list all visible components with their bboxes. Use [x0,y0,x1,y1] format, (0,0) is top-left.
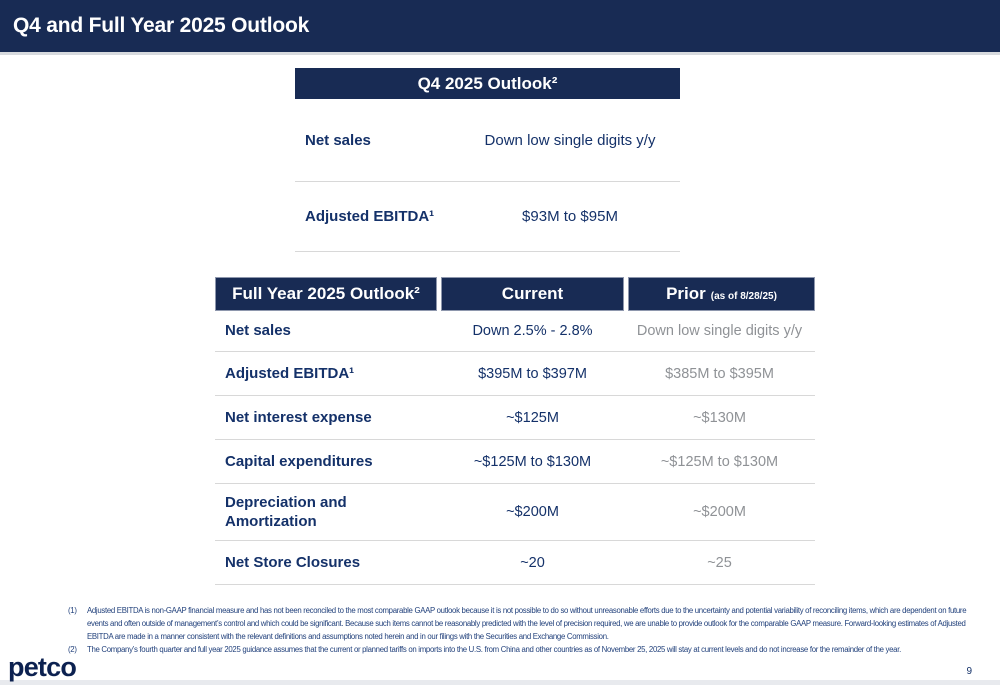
row-label: Adjusted EBITDA¹ [305,208,435,225]
row-prior-value: ~$125M to $130M [660,453,779,470]
page-title: Q4 and Full Year 2025 Outlook [13,14,310,37]
row-current-value: Down 2.5% - 2.8% [472,323,593,339]
row-label: Net Store Closures [225,553,361,571]
footnote: (2) The Company’s fourth quarter and ful… [68,643,975,656]
q4-table-header: Q4 2025 Outlook² [295,68,680,99]
footnote-number: (1) [68,606,77,615]
table-row: Adjusted EBITDA¹ $395M to $397M $385M to… [215,352,815,396]
row-current-value: ~$125M to $130M [473,453,592,470]
row-current-value: ~$125M [506,409,559,426]
row-label: Capital expenditures [225,452,373,470]
row-current-value: ~20 [520,554,545,571]
table-row: Depreciation and Amortization ~$200M ~$2… [215,484,815,541]
q4-outlook-table: Q4 2025 Outlook² Net sales Down low sing… [295,68,680,252]
title-bar: Q4 and Full Year 2025 Outlook [0,0,1000,55]
footnotes: (1) Adjusted EBITDA is non-GAAP financia… [68,604,975,656]
row-value: $93M to $95M [522,208,618,225]
row-label: Net interest expense [225,408,372,426]
footnote-number: (2) [68,645,77,654]
fy-table-header-row: Full Year 2025 Outlook² Current Prior (a… [215,277,815,311]
row-current-value: $395M to $397M [478,365,587,382]
fy-table-header-prior: Prior (as of 8/28/25) [628,277,815,311]
table-row: Net sales Down low single digits y/y [295,99,680,182]
table-row: Adjusted EBITDA¹ $93M to $95M [295,182,680,252]
fy-table-header-current: Current [441,277,624,311]
petco-logo: petco [8,652,77,682]
row-current-value: ~$200M [506,504,559,520]
fy-table-header-label: Full Year 2025 Outlook² [215,277,437,311]
row-label: Net sales [305,131,371,149]
footnote-text: The Company’s fourth quarter and full ye… [87,645,901,654]
row-label: Depreciation and Amortization [225,493,347,531]
table-row: Net interest expense ~$125M ~$130M [215,396,815,440]
row-prior-value: ~25 [707,554,732,571]
table-row: Net Store Closures ~20 ~25 [215,541,815,585]
table-row: Net sales Down 2.5% - 2.8% Down low sing… [215,311,815,352]
row-value: Down low single digits y/y [484,131,656,149]
row-prior-value: $385M to $395M [665,365,774,382]
row-prior-value: Down low single digits y/y [636,323,803,339]
fy-outlook-table: Full Year 2025 Outlook² Current Prior (a… [215,277,815,585]
row-label: Net sales [225,322,291,340]
page-number: 9 [966,666,972,677]
row-prior-value: ~$130M [693,409,746,426]
prior-label: Prior [666,284,706,303]
bottom-strip [0,680,1000,685]
footnote-text: Adjusted EBITDA is non-GAAP financial me… [87,606,967,641]
table-row: Capital expenditures ~$125M to $130M ~$1… [215,440,815,484]
row-prior-value: ~$200M [693,504,746,520]
prior-asof-note: (as of 8/28/25) [710,290,777,302]
footnote: (1) Adjusted EBITDA is non-GAAP financia… [68,604,975,643]
row-label: Adjusted EBITDA¹ [225,364,355,382]
